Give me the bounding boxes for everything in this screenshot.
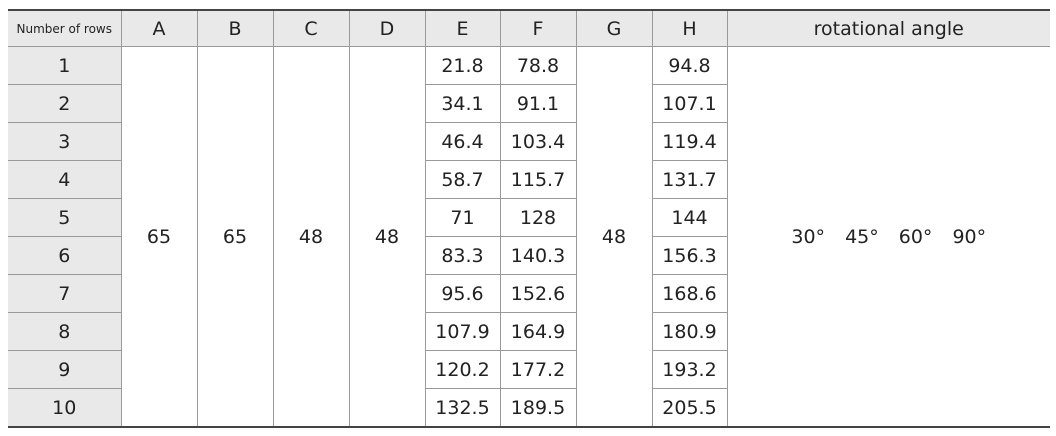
table-body: 1 65 65 48 48 21.8 78.8 48 94.8 30° 45° 60° 90° 2 34.1… <box>8 46 1050 428</box>
cell: 168.6 <box>651 274 728 313</box>
header-cell: F <box>499 9 577 47</box>
cell: 180.9 <box>651 312 728 351</box>
cell: 128 <box>499 198 577 237</box>
table-row: 8 107.9 164.9 180.9 <box>8 312 1050 351</box>
table-row: 9 120.2 177.2 193.2 <box>8 350 1050 389</box>
header-cell: A <box>120 9 198 47</box>
row-label: 5 <box>8 198 122 237</box>
angle-cell: 30° 45° 60° 90° <box>726 46 1050 428</box>
angle: 60° <box>898 225 933 248</box>
merged-cell: 48 <box>348 46 426 428</box>
row-label: 4 <box>8 160 122 199</box>
merged-cell: 65 <box>196 46 274 428</box>
table-row: 4 58.7 115.7 131.7 <box>8 160 1050 199</box>
cell: 119.4 <box>651 122 728 161</box>
row-label: 9 <box>8 350 122 389</box>
cell: 107.9 <box>424 312 501 351</box>
row-label: 8 <box>8 312 122 351</box>
angle: 30° <box>791 225 826 248</box>
cell: 21.8 <box>424 46 501 85</box>
cell: 46.4 <box>424 122 501 161</box>
header-cell: Number of rows <box>8 9 122 47</box>
merged-cell: 48 <box>575 46 653 428</box>
table-row: 6 83.3 140.3 156.3 <box>8 236 1050 275</box>
header-cell: H <box>651 9 728 47</box>
table-row: 1 65 65 48 48 21.8 78.8 48 94.8 30° 45° 60° 90° <box>8 46 1050 428</box>
angle: 90° <box>952 225 987 248</box>
cell: 144 <box>651 198 728 237</box>
cell: 91.1 <box>499 84 577 123</box>
cell: 71 <box>424 198 501 237</box>
header-cell: C <box>272 9 350 47</box>
cell: 94.8 <box>651 46 728 85</box>
cell: 193.2 <box>651 350 728 389</box>
row-label: 6 <box>8 236 122 275</box>
cell: 34.1 <box>424 84 501 123</box>
row-label: 10 <box>8 388 122 428</box>
header-cell: B <box>196 9 274 47</box>
header-cell: E <box>424 9 501 47</box>
cell: 107.1 <box>651 84 728 123</box>
cell: 58.7 <box>424 160 501 199</box>
table-row: 7 95.6 152.6 168.6 <box>8 274 1050 313</box>
cell: 156.3 <box>651 236 728 275</box>
cell: 140.3 <box>499 236 577 275</box>
cell: 115.7 <box>499 160 577 199</box>
cell: 83.3 <box>424 236 501 275</box>
row-label: 2 <box>8 84 122 123</box>
cell: 95.6 <box>424 274 501 313</box>
cell: 132.5 <box>424 388 501 428</box>
table-row: 3 46.4 103.4 119.4 <box>8 122 1050 161</box>
table-row: 10 132.5 189.5 205.5 <box>8 388 1050 428</box>
cell: 164.9 <box>499 312 577 351</box>
header-cell: G <box>575 9 653 47</box>
cell: 152.6 <box>499 274 577 313</box>
row-label: 7 <box>8 274 122 313</box>
cell: 78.8 <box>499 46 577 85</box>
cell: 131.7 <box>651 160 728 199</box>
row-label: 1 <box>8 46 122 85</box>
row-label: 3 <box>8 122 122 161</box>
merged-cell: 48 <box>272 46 350 428</box>
cell: 120.2 <box>424 350 501 389</box>
angle: 45° <box>845 225 879 248</box>
cell: 177.2 <box>499 350 577 389</box>
header-cell: D <box>348 9 426 47</box>
cell: 205.5 <box>651 388 728 428</box>
table-row: 5 71 128 144 <box>8 198 1050 237</box>
merged-cell: 65 <box>120 46 198 428</box>
header-cell: rotational angle <box>726 9 1050 47</box>
table-row: 2 34.1 91.1 107.1 <box>8 84 1050 123</box>
cell: 103.4 <box>499 122 577 161</box>
cell: 189.5 <box>499 388 577 428</box>
